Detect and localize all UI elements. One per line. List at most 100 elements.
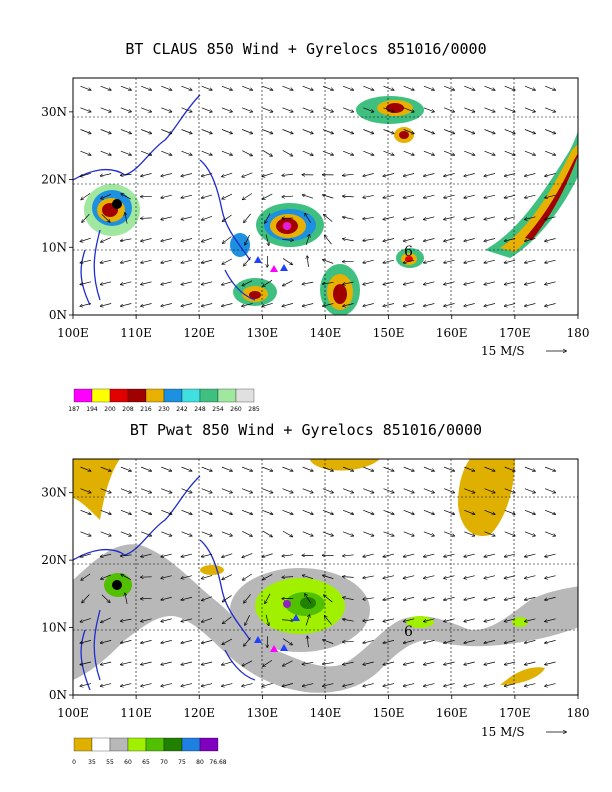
wind-vector: [423, 531, 434, 536]
wind-vector: [305, 615, 309, 626]
wind-vector: [161, 150, 171, 155]
wind-vector: [464, 238, 475, 242]
wind-vector: [181, 85, 191, 90]
coastline: [73, 94, 201, 306]
wind-vector: [242, 280, 253, 286]
wind-vector: [140, 488, 151, 493]
wind-vector: [383, 553, 395, 557]
wind-vector: [244, 594, 251, 603]
wind-vector: [525, 173, 536, 176]
colorbar-swatch: [181, 737, 201, 752]
wind-vector: [120, 107, 131, 112]
wind-vector: [201, 107, 212, 112]
wind-vector: [242, 683, 253, 687]
wind-vector: [121, 661, 132, 665]
cloud-cluster-southwest-top: [249, 291, 261, 299]
wind-vector: [525, 216, 536, 220]
wind-vector: [444, 303, 455, 307]
wind-vector: [100, 150, 111, 155]
claus-grid: [73, 78, 578, 315]
wind-vector: [161, 488, 171, 493]
y-tick-label: 20N: [41, 173, 67, 187]
wind-vector: [282, 303, 294, 306]
wind-vector: [121, 238, 132, 241]
blue-triangle-marker: [280, 644, 288, 651]
colorbar-swatch: [109, 388, 129, 403]
wind-vector: [101, 574, 112, 579]
tropical-cyclone-icon: 6: [404, 244, 413, 260]
wind-vector: [484, 129, 494, 134]
wind-vector: [443, 509, 454, 514]
wind-vector: [140, 509, 151, 514]
wind-vector: [303, 575, 314, 580]
wind-vector: [363, 488, 373, 493]
wind-vector: [363, 619, 374, 621]
wind-vector: [383, 531, 393, 536]
wind-vector: [504, 259, 516, 263]
wind-vector: [323, 195, 334, 199]
wind-vector: [484, 531, 494, 536]
wind-vector: [444, 173, 455, 176]
wind-vector: [504, 107, 515, 112]
cloud-cluster-north2-top: [399, 131, 409, 139]
wind-vector: [443, 85, 454, 90]
blue-triangle-marker: [280, 264, 288, 271]
wind-vector: [100, 683, 112, 687]
wind-vector: [141, 259, 152, 263]
wind-vector: [80, 683, 92, 687]
colorbar-label: 0: [72, 759, 76, 766]
wind-vector: [342, 488, 353, 493]
wind-vector: [120, 488, 131, 493]
wind-vector: [484, 661, 496, 665]
x-tick-label: 170E: [499, 706, 531, 720]
wind-vector: [181, 466, 191, 471]
wind-vector: [265, 234, 269, 246]
wind-vector: [141, 173, 152, 176]
wind-vector: [222, 172, 233, 177]
y-tick-label: 30N: [41, 105, 67, 119]
wind-vector: [444, 596, 455, 600]
wind-vector: [181, 173, 193, 176]
wind-vector: [121, 683, 132, 687]
wind-vector: [524, 531, 535, 536]
wind-vector: [383, 488, 393, 493]
wind-vector: [525, 281, 536, 285]
wind-vector: [403, 107, 414, 112]
wind-vector: [383, 509, 393, 514]
wind-vector: [282, 107, 292, 112]
wind-vector: [403, 238, 415, 242]
wind-vector: [322, 531, 333, 536]
colorbar-label: 248: [194, 406, 206, 413]
pwat-wind-vectors: [80, 466, 555, 687]
wind-vector: [464, 640, 475, 643]
wind-vector: [181, 596, 193, 600]
colorbar-label: 75: [178, 759, 186, 766]
wind-vector: [363, 195, 374, 197]
colorbar-label: 76.68: [209, 759, 226, 766]
wind-vector: [363, 303, 374, 307]
wind-vector: [464, 281, 475, 285]
wind-vector: [544, 466, 555, 471]
wind-vector: [383, 596, 395, 600]
wind-vector: [101, 594, 110, 603]
wind-vector: [221, 150, 232, 155]
coastline-islands: [199, 539, 256, 681]
wind-vector: [201, 303, 213, 307]
wind-vector: [525, 553, 536, 557]
wind-vector: [241, 107, 252, 112]
colorbar-label: 35: [88, 759, 96, 766]
claus-map-panel: 6 100E 110E 120E 130E 140E 150E 160E 170E 1800N1…: [41, 77, 589, 413]
colorbar-label: 242: [176, 406, 188, 413]
colorbar-swatch: [181, 388, 201, 403]
x-tick-label: 150E: [373, 706, 405, 720]
wind-vector: [141, 683, 152, 687]
wind-vector: [121, 194, 132, 200]
wind-vector: [161, 173, 172, 176]
blue-triangle-marker: [254, 256, 262, 263]
wind-vector: [101, 237, 111, 243]
colorbar-swatch: [217, 388, 237, 403]
wind-vector: [342, 531, 353, 536]
wind-vector: [265, 614, 269, 626]
wind-vector: [141, 661, 152, 665]
pwat-dry-region-small: [200, 565, 224, 575]
